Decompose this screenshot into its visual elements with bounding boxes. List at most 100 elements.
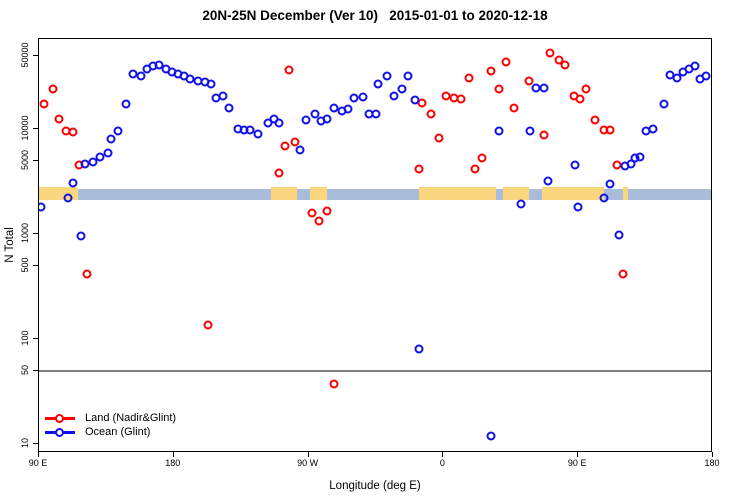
y-axis-tick-label: 5000 [20, 149, 30, 170]
x-axis-tick-label: 180 [704, 458, 720, 468]
data-point-land [82, 269, 92, 279]
map-strip-land-segment [310, 187, 327, 200]
legend-label-ocean: Ocean (Glint) [85, 426, 151, 438]
data-point-ocean [635, 152, 645, 162]
x-axis-title: Longitude (deg E) [329, 480, 421, 492]
data-point-ocean [106, 134, 116, 144]
map-strip-land-segment [419, 187, 496, 200]
data-point-ocean [599, 193, 609, 203]
chart-title: 20N-25N December (Ver 10) 2015-01-01 to … [202, 8, 548, 23]
data-point-ocean [103, 148, 113, 158]
data-point-land [417, 98, 427, 107]
data-point-ocean [274, 118, 284, 128]
data-point-land [509, 103, 519, 113]
data-point-ocean [76, 231, 86, 241]
x-axis-tick-label: 90 E [28, 458, 48, 468]
map-strip-land-segment [39, 187, 78, 200]
x-axis-tick [577, 452, 579, 457]
data-point-land [426, 109, 436, 119]
y-axis-tick-label: 10000 [20, 115, 30, 141]
data-point-ocean [410, 95, 420, 105]
y-axis-tick [33, 233, 38, 235]
data-point-ocean [414, 344, 424, 354]
map-strip-land-segment [503, 187, 529, 200]
legend: Land (Nadir&Glint) Ocean (Glint) [45, 411, 176, 439]
data-point-ocean [343, 104, 352, 114]
data-point-ocean [253, 129, 263, 139]
map-strip-land-segment [542, 187, 604, 200]
data-point-ocean [648, 124, 658, 134]
data-point-ocean [88, 157, 98, 167]
data-point-ocean [206, 79, 216, 89]
data-point-ocean [349, 93, 358, 103]
data-point-ocean [295, 145, 305, 155]
data-point-ocean [701, 71, 710, 81]
map-strip-land-segment [271, 187, 297, 200]
data-point-land [456, 94, 466, 104]
data-point-ocean [121, 99, 131, 109]
data-point-land [486, 66, 496, 76]
data-point-land [203, 320, 213, 330]
y-axis-tick-label: 50 [20, 364, 30, 375]
data-point-land [48, 84, 57, 94]
data-point-land [560, 60, 570, 70]
data-point-land [284, 65, 294, 75]
data-point-land [581, 84, 591, 94]
data-point-land [470, 164, 480, 174]
y-axis-tick [33, 128, 38, 130]
reference-line-50 [39, 369, 711, 372]
land-series-marker-icon [45, 413, 75, 423]
data-point-ocean [605, 179, 615, 189]
data-point-ocean [301, 115, 311, 124]
data-point-land [280, 141, 290, 151]
x-axis-tick-label: 90 E [567, 458, 587, 468]
data-point-land [54, 114, 63, 124]
data-point-land [539, 130, 549, 140]
y-axis-tick [33, 264, 38, 266]
data-point-land [307, 208, 317, 218]
data-point-land [274, 168, 284, 178]
data-point-ocean [373, 79, 382, 89]
data-point-ocean [397, 84, 406, 94]
data-point-ocean [486, 431, 496, 441]
y-axis-title: N Total [4, 227, 16, 263]
data-point-ocean [403, 71, 412, 81]
x-axis-tick-label: 0 [439, 458, 445, 468]
y-axis-tick [33, 55, 38, 56]
data-point-ocean [525, 126, 535, 136]
data-point-ocean [310, 109, 320, 119]
data-point-land [494, 84, 504, 94]
data-point-land [477, 153, 487, 163]
data-point-ocean [494, 126, 504, 136]
data-point-land [290, 137, 300, 147]
data-point-ocean [63, 193, 72, 203]
data-point-ocean [68, 178, 78, 188]
data-point-land [434, 133, 444, 143]
data-point-land [464, 73, 474, 83]
x-axis-tick [442, 452, 444, 457]
y-axis-tick-label: 100 [20, 330, 30, 346]
data-point-land [605, 125, 615, 135]
data-point-ocean [382, 71, 391, 81]
y-axis-tick [33, 369, 38, 371]
y-axis-tick-label: 50000 [20, 42, 30, 68]
map-strip-ocean [39, 189, 711, 200]
x-axis-tick [307, 452, 309, 457]
y-axis-tick-label: 10 [20, 437, 30, 449]
x-axis-tick [712, 452, 713, 457]
y-axis-tick-label: 1000 [20, 223, 30, 244]
data-point-ocean [690, 61, 700, 71]
data-point-ocean [136, 71, 146, 81]
data-point-land [39, 99, 48, 109]
data-point-land [68, 127, 78, 137]
data-point-ocean [358, 92, 367, 102]
data-point-ocean [39, 202, 45, 212]
data-point-ocean [218, 91, 228, 100]
data-point-land [554, 55, 564, 65]
legend-item-land: Land (Nadir&Glint) [45, 411, 176, 425]
data-point-ocean [570, 160, 580, 170]
y-axis-tick [33, 443, 38, 444]
data-point-land [545, 48, 555, 58]
map-strip-land-segment [623, 187, 628, 200]
